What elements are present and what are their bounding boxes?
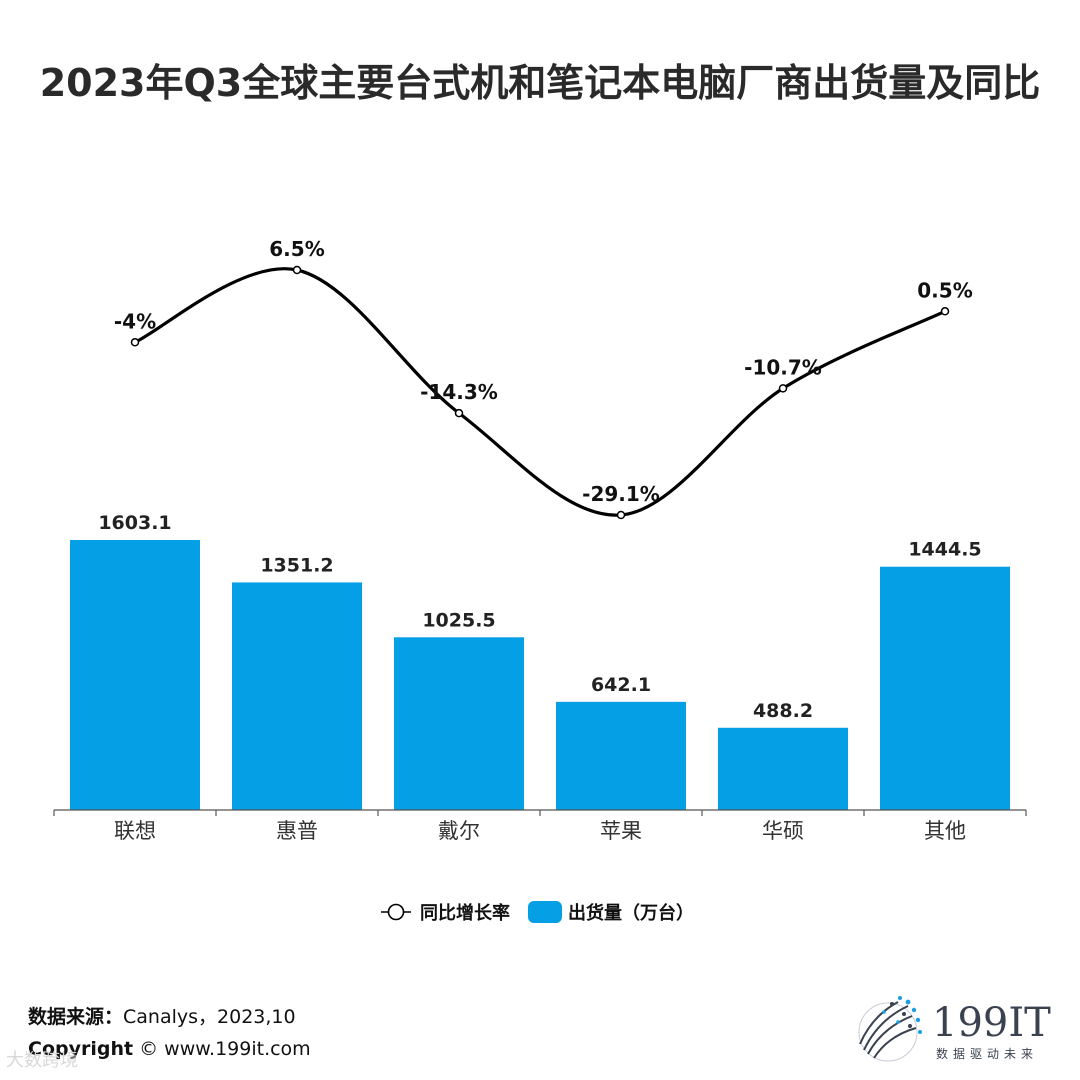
- x-tick-label-3: 戴尔: [438, 819, 480, 843]
- logo-tagline: 数据驱动未来: [936, 1046, 1038, 1061]
- growth-label-6: 0.5%: [917, 278, 972, 302]
- bar-label-1: 1603.1: [98, 512, 171, 534]
- page-title: 2023年Q3全球主要台式机和笔记本电脑厂商出货量及同比: [39, 61, 1041, 105]
- growth-line: [134, 267, 946, 517]
- x-tick-label-1: 联想: [114, 819, 156, 843]
- growth-point-5: [778, 384, 788, 393]
- growth-point-2: [292, 265, 302, 275]
- data-source-label: 数据来源：: [28, 1006, 124, 1028]
- legend: 同比增长率 出货量（万台）: [381, 901, 694, 924]
- x-tick-label-5: 华硕: [762, 819, 804, 843]
- legend-line-marker: [387, 903, 405, 921]
- x-axis: 联想 惠普 戴尔 苹果 华硕 其他: [53, 809, 1027, 843]
- bar-1: [70, 540, 200, 810]
- bar-5: [718, 727, 848, 810]
- legend-bar-swatch: [528, 901, 562, 923]
- x-tick-label-2: 惠普: [276, 819, 318, 843]
- growth-point-3: [454, 408, 464, 418]
- watermark: 大数跨境: [6, 1050, 78, 1071]
- growth-label-1: -4%: [114, 309, 156, 333]
- brand-logo: 199IT 数据驱动未来: [858, 996, 1051, 1062]
- bar-2: [232, 582, 362, 810]
- logo-dots-icon: [858, 996, 922, 1062]
- data-source-value: Canalys，2023,10: [123, 1006, 296, 1028]
- x-tick-label-6: 其他: [924, 819, 966, 843]
- growth-point-4: [616, 510, 626, 520]
- logo-brand: 199IT: [932, 1000, 1051, 1046]
- line-layer: -4% 6.5% -14.3% -29.1% -10.7% 0.5%: [114, 237, 973, 520]
- bar-3: [394, 637, 524, 810]
- growth-label-3: -14.3%: [420, 380, 498, 404]
- bar-label-3: 1025.5: [422, 609, 495, 631]
- bar-label-6: 1444.5: [908, 539, 981, 561]
- bar-label-2: 1351.2: [260, 554, 333, 576]
- growth-label-4: -29.1%: [582, 482, 660, 506]
- growth-point-1: [130, 338, 140, 347]
- growth-label-2: 6.5%: [269, 237, 324, 261]
- legend-line-label: 同比增长率: [420, 902, 510, 924]
- legend-bar-label: 出货量（万台）: [568, 902, 694, 924]
- data-source: 数据来源：Canalys，2023,10: [28, 1002, 296, 1029]
- copyright: Copyright © www.199it.com: [28, 1038, 311, 1060]
- bar-label-4: 642.1: [591, 674, 651, 696]
- bars-layer: 1603.1 1351.2 1025.5 642.1 488.2 1444.5: [70, 512, 1010, 810]
- bar-4: [556, 701, 686, 810]
- copyright-value: © www.199it.com: [139, 1038, 311, 1060]
- copyright-label: Copyright: [28, 1038, 134, 1060]
- bar-label-5: 488.2: [753, 700, 813, 722]
- x-tick-label-4: 苹果: [600, 819, 642, 843]
- growth-label-5: -10.7%: [744, 355, 822, 379]
- bar-6: [880, 566, 1010, 810]
- growth-point-6: [940, 307, 950, 316]
